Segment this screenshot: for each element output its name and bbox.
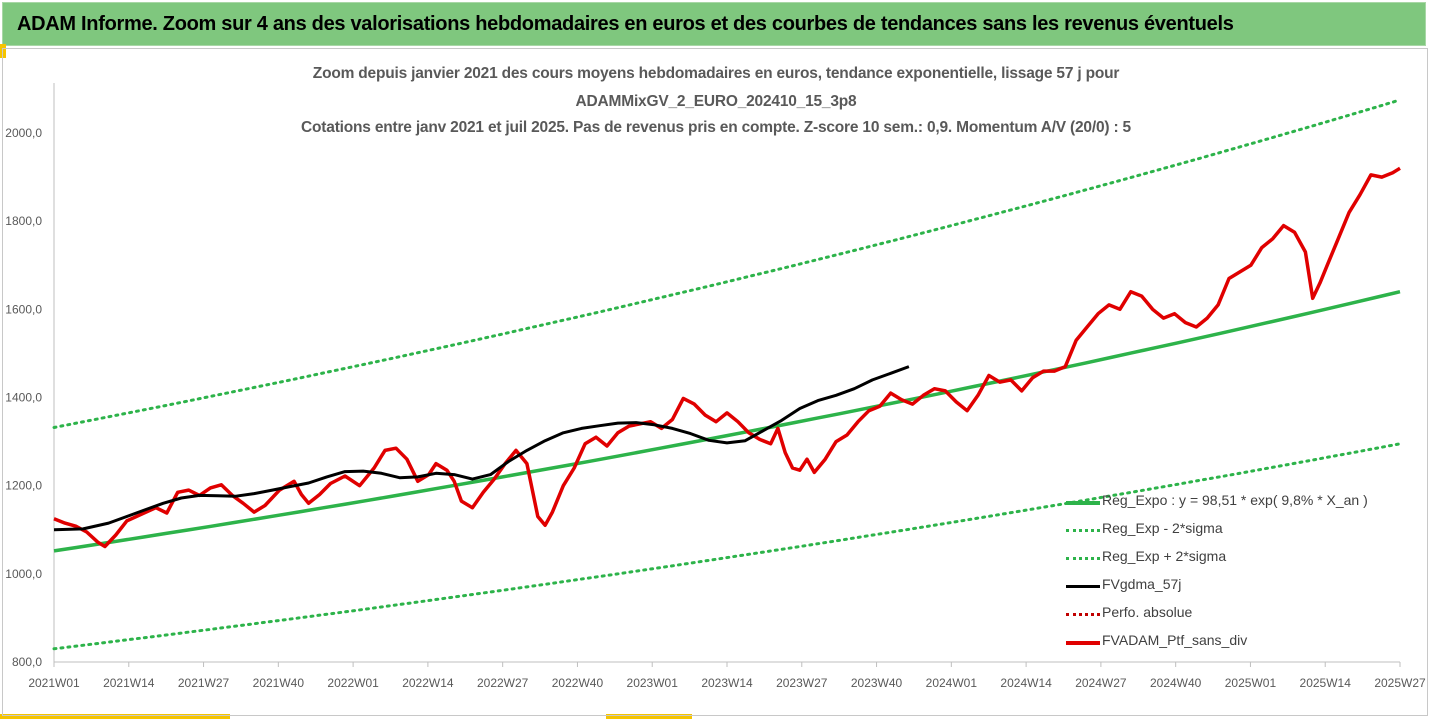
legend-item-perfo: Perfo. absolue — [1066, 600, 1406, 628]
x-tick-label: 2024W14 — [1000, 676, 1052, 690]
x-tick-label: 2021W01 — [28, 676, 80, 690]
chart-subtitle: ADAMMixGV_2_EURO_202410_15_3p8 — [575, 93, 857, 110]
chart-subtitle-2: Cotations entre janv 2021 et juil 2025. … — [301, 119, 1131, 136]
x-tick-label: 2024W27 — [1075, 676, 1127, 690]
legend-item-fvgdma: FVgdma_57j — [1066, 572, 1406, 600]
legend-swatch-reg-plus — [1066, 557, 1100, 560]
x-tick-label: 2024W40 — [1150, 676, 1202, 690]
series-reg-minus-2sigma — [52, 442, 1402, 651]
series-reg-plus-2sigma — [52, 98, 1402, 429]
y-tick-label: 1000,0 — [5, 567, 42, 581]
legend-item-reg-expo: Reg_Expo : y = 98,51 * exp( 9,8% * X_an … — [1066, 488, 1406, 516]
x-tick-label: 2023W40 — [851, 676, 903, 690]
legend-swatch-fvgdma — [1066, 585, 1100, 588]
legend-label-fvadam: FVADAM_Ptf_sans_div — [1102, 632, 1248, 648]
yellow-accent — [0, 44, 6, 58]
x-tick-label: 2023W01 — [627, 676, 679, 690]
header-banner: ADAM Informe. Zoom sur 4 ans des valoris… — [2, 2, 1426, 46]
x-tick-label: 2022W40 — [552, 676, 604, 690]
chart-legend: Reg_Expo : y = 98,51 * exp( 9,8% * X_an … — [1066, 488, 1406, 656]
x-tick-label: 2024W01 — [926, 676, 978, 690]
legend-label-reg-expo: Reg_Expo : y = 98,51 * exp( 9,8% * X_an … — [1102, 492, 1368, 508]
x-tick-label: 2023W14 — [701, 676, 753, 690]
y-tick-label: 800,0 — [12, 655, 42, 669]
yellow-accent-bottom-mid — [606, 714, 692, 719]
legend-swatch-fvadam — [1066, 641, 1100, 645]
legend-swatch-reg-minus — [1066, 529, 1100, 532]
legend-swatch-perfo — [1066, 613, 1100, 616]
y-tick-label: 1400,0 — [5, 391, 42, 405]
x-tick-label: 2022W14 — [402, 676, 454, 690]
y-tick-label: 1600,0 — [5, 302, 42, 316]
y-tick-label: 1800,0 — [5, 214, 42, 228]
x-tick-label: 2022W01 — [327, 676, 379, 690]
x-tick-label: 2021W14 — [103, 676, 155, 690]
x-tick-label: 2025W14 — [1300, 676, 1352, 690]
x-tick-label: 2021W40 — [253, 676, 305, 690]
legend-label-fvgdma: FVgdma_57j — [1102, 576, 1182, 592]
legend-swatch-reg-expo — [1066, 501, 1100, 505]
x-tick-label: 2025W01 — [1225, 676, 1277, 690]
banner-title: ADAM Informe. Zoom sur 4 ans des valoris… — [17, 13, 1234, 35]
y-tick-label: 1200,0 — [5, 479, 42, 493]
yellow-accent-bottom-left — [0, 714, 230, 719]
legend-item-reg-plus: Reg_Exp + 2*sigma — [1066, 544, 1406, 572]
series-fvadam-ptf — [53, 166, 1401, 549]
chart-frame — [2, 48, 1428, 716]
series-reg-expo — [53, 289, 1401, 553]
legend-label-reg-plus: Reg_Exp + 2*sigma — [1102, 548, 1227, 564]
x-tick-label: 2022W27 — [477, 676, 529, 690]
x-tick-label: 2023W27 — [776, 676, 828, 690]
legend-item-fvadam: FVADAM_Ptf_sans_div — [1066, 628, 1406, 656]
series-fvgdma-57j — [53, 365, 910, 532]
legend-label-perfo: Perfo. absolue — [1102, 604, 1193, 620]
x-tick-label: 2025W27 — [1374, 676, 1426, 690]
y-tick-label: 2000,0 — [5, 126, 42, 140]
chart-title: Zoom depuis janvier 2021 des cours moyen… — [312, 65, 1120, 82]
legend-label-reg-minus: Reg_Exp - 2*sigma — [1102, 520, 1223, 536]
x-tick-label: 2021W27 — [178, 676, 230, 690]
legend-item-reg-minus: Reg_Exp - 2*sigma — [1066, 516, 1406, 544]
